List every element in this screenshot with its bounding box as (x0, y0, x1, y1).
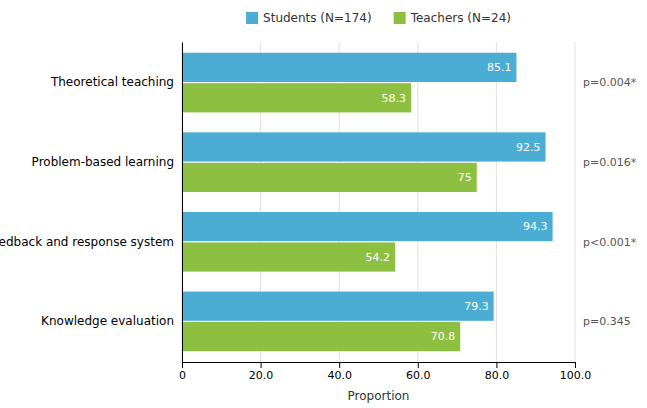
legend-label: Teachers (N=24) (410, 11, 511, 25)
x-tick: 80.0 (485, 362, 510, 382)
y-axis-line (182, 43, 183, 363)
data-label: 79.3 (464, 300, 489, 313)
legend-item: Teachers (N=24) (394, 11, 511, 25)
bar (182, 292, 494, 321)
x-tick-label: 40.0 (327, 369, 352, 382)
x-tick: 60.0 (406, 362, 431, 382)
y-tick-label: Problem-based learning (32, 155, 174, 169)
bar (182, 83, 411, 112)
x-axis-title: Proportion (348, 389, 410, 403)
y-tick-label: Feedback and response system (0, 235, 174, 249)
chart: 85.1 92.5 94.3 79.3 58.3 75 54.2 70.8 0 20.0 40.0 6… (0, 0, 647, 408)
data-labels: 85.1 92.5 94.3 79.3 58.3 75 54.2 70.8 (366, 61, 548, 343)
series (182, 83, 477, 351)
data-label: 92.5 (516, 141, 541, 154)
grid-line (182, 42, 183, 362)
x-axis: 0 20.0 40.0 60.0 80.0 100.0 (179, 362, 591, 382)
x-tick-label: 20.0 (249, 369, 274, 382)
bar (182, 163, 477, 192)
legend-swatch (394, 12, 406, 24)
x-tick-label: 80.0 (485, 369, 510, 382)
annotation: p=0.016* (583, 156, 637, 169)
x-tick: 100.0 (560, 362, 592, 382)
x-tick-mark (418, 362, 419, 368)
data-label: 58.3 (382, 92, 407, 105)
legend-label: Students (N=174) (263, 11, 372, 25)
data-label: 85.1 (487, 61, 512, 74)
grid (182, 42, 575, 362)
annotations: p=0.004* p=0.016* p<0.001* p=0.345 (583, 76, 637, 328)
grid-line (575, 42, 576, 362)
x-tick-mark (182, 362, 183, 368)
bars (182, 53, 553, 351)
data-label: 54.2 (366, 251, 391, 264)
y-tick: Knowledge evaluation (41, 314, 182, 328)
plot: 85.1 92.5 94.3 79.3 58.3 75 54.2 70.8 0 20.0 40.0 6… (0, 42, 637, 382)
x-axis-line (183, 363, 576, 369)
bar (182, 212, 553, 241)
x-tick-mark (496, 362, 497, 368)
x-tick-label: 100.0 (560, 369, 592, 382)
bar (182, 242, 395, 271)
legend-item: Students (N=174) (246, 11, 372, 25)
bar (182, 53, 516, 82)
data-label: 94.3 (523, 220, 548, 233)
x-tick: 0 (179, 362, 186, 382)
y-tick: Feedback and response system (0, 235, 182, 249)
data-label: 70.8 (431, 330, 456, 343)
y-tick-label: Knowledge evaluation (41, 314, 174, 328)
annotation: p=0.345 (583, 315, 631, 328)
bar (182, 132, 546, 161)
x-tick-mark (575, 362, 576, 368)
y-axis: Theoretical teaching Problem-based learni… (0, 43, 183, 363)
x-tick: 40.0 (327, 362, 352, 382)
x-tick: 20.0 (249, 362, 274, 382)
bar (182, 322, 460, 351)
legend: Students (N=174) Teachers (N=24) (246, 11, 511, 25)
y-tick: Problem-based learning (32, 155, 182, 169)
y-tick-label: Theoretical teaching (50, 75, 174, 89)
y-tick: Theoretical teaching (50, 75, 182, 89)
x-tick-mark (339, 362, 340, 368)
annotation: p=0.004* (583, 76, 637, 89)
data-label: 75 (458, 171, 472, 184)
x-tick-label: 0 (179, 369, 186, 382)
x-tick-label: 60.0 (406, 369, 431, 382)
series (182, 53, 553, 321)
annotation: p<0.001* (583, 236, 637, 249)
grid-line (496, 42, 497, 362)
x-tick-mark (261, 362, 262, 368)
legend-swatch (246, 12, 258, 24)
